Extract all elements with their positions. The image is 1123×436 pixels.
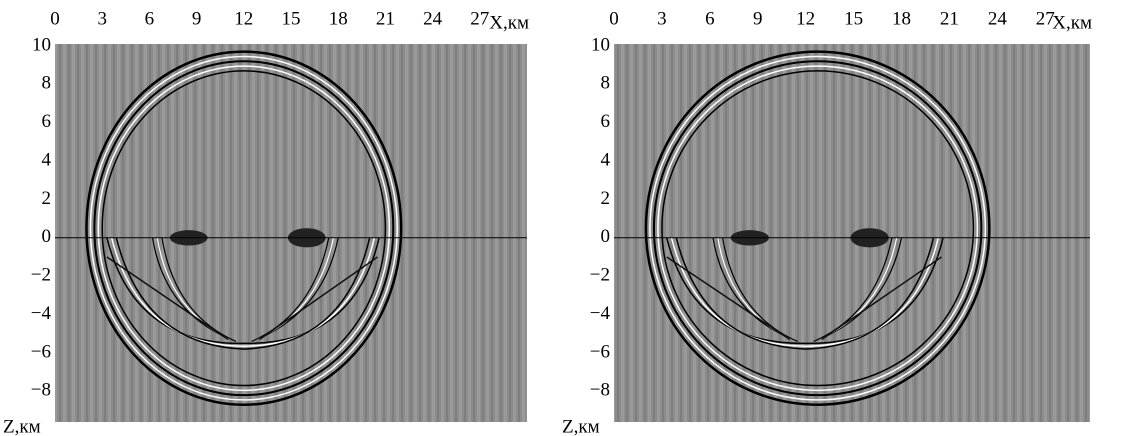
x-tick-label: 18 (892, 8, 911, 29)
x-tick-label: 18 (329, 8, 348, 29)
y-tick-label: 6 (42, 111, 52, 132)
x-tick-label: 0 (609, 8, 619, 29)
x-tick-label: 9 (192, 8, 202, 29)
x-tick-label: 15 (844, 8, 863, 29)
y-tick-label: −8 (590, 380, 610, 401)
y-tick-label: 10 (591, 34, 610, 55)
y-tick-label: 0 (42, 226, 52, 247)
x-tick-label: 6 (705, 8, 715, 29)
x-tick-label: 21 (940, 8, 959, 29)
y-tick-label: 2 (42, 188, 52, 209)
panel: 0 3 6 9 12 15 18 21 24 27 10 8 6 4 2 0 −2 −4 −6 −8 X,км Z,км (3, 8, 529, 436)
x-tick-label: 27 (470, 8, 489, 29)
y-tick-label: 2 (601, 188, 611, 209)
y-tick-label: −6 (31, 341, 51, 362)
x-tick-label: 12 (234, 8, 253, 29)
y-tick-label: −6 (590, 341, 610, 362)
x-axis-label: X,км (1052, 12, 1092, 33)
x-tick-label: 3 (657, 8, 667, 29)
figure: 03691215182124271086420−2−4−6−8X,кмZ,км0… (0, 0, 1123, 436)
x-tick-label: 6 (145, 8, 155, 29)
y-tick-label: 6 (601, 111, 611, 132)
y-tick-label: −8 (31, 380, 51, 401)
y-tick-label: 0 (601, 226, 611, 247)
y-tick-label: 8 (601, 73, 611, 94)
y-axis-label: Z,км (3, 416, 41, 436)
y-tick-label: 4 (601, 149, 611, 170)
y-tick-label: −2 (590, 265, 610, 286)
x-tick-label: 15 (282, 8, 301, 29)
wavefield-background (614, 44, 1090, 422)
y-tick-label: −2 (31, 265, 51, 286)
x-tick-label: 24 (423, 8, 443, 29)
y-tick-label: −4 (590, 303, 611, 324)
x-tick-label: 3 (97, 8, 107, 29)
x-tick-label: 21 (376, 8, 395, 29)
y-tick-label: 8 (42, 73, 52, 94)
x-tick-label: 9 (753, 8, 763, 29)
y-tick-label: −4 (31, 303, 52, 324)
x-axis-label: X,км (489, 12, 529, 33)
y-tick-label: 4 (42, 149, 52, 170)
x-tick-label: 12 (796, 8, 815, 29)
y-axis-label: Z,км (562, 416, 600, 436)
x-tick-label: 0 (50, 8, 60, 29)
y-tick-label: 10 (32, 34, 51, 55)
x-tick-label: 24 (988, 8, 1008, 29)
